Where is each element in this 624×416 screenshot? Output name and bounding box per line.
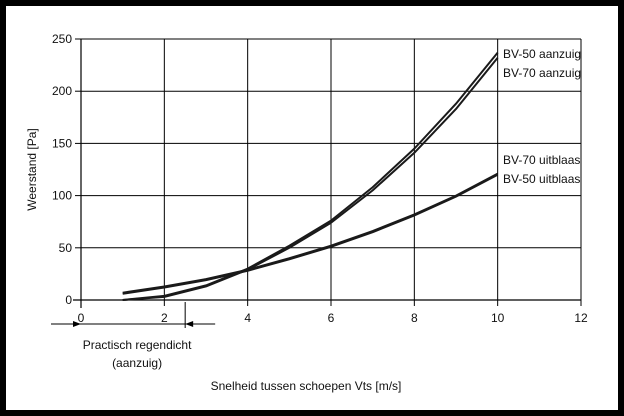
- axes: [73, 38, 582, 308]
- y-tick-label: 200: [52, 84, 72, 98]
- y-tick-label: 150: [52, 136, 72, 150]
- x-tick-label: 6: [328, 311, 335, 325]
- x-tick-label: 8: [411, 311, 418, 325]
- y-tick-label: 50: [59, 241, 73, 255]
- y-tick-label: 0: [65, 293, 72, 307]
- x-tick-label: 0: [78, 311, 85, 325]
- x-tick-label: 12: [574, 311, 588, 325]
- series-line-1: [122, 51, 499, 301]
- grid: [81, 38, 582, 300]
- series-line-4: [122, 173, 499, 295]
- y-tick-label: 100: [52, 189, 72, 203]
- chart-frame: 0 2 4 6 8 10 12 0 50 100 150 200 250 BV-50 aanzuig BV…: [6, 6, 618, 410]
- series-label-1: BV-50 aanzuig: [503, 47, 581, 61]
- x-tick-label: 4: [244, 311, 251, 325]
- series-labels: BV-50 aanzuig BV-70 aanzuig BV-70 uitblaas…: [503, 47, 581, 186]
- x-tick-label: 10: [491, 311, 505, 325]
- series-label-4: BV-50 uitblaas: [503, 172, 580, 186]
- y-tick-label: 250: [52, 32, 72, 46]
- series-label-2: BV-70 aanzuig: [503, 66, 581, 80]
- x-tick-label: 2: [161, 311, 168, 325]
- series-line-2: [122, 57, 499, 301]
- annotation-text: Practisch regendicht: [83, 338, 192, 352]
- annotation: Practisch regendicht (aanzuig): [51, 302, 216, 370]
- range-arrow-right: [185, 321, 194, 327]
- range-arrow-left: [73, 321, 81, 327]
- series-label-3: BV-70 uitblaas: [503, 153, 580, 167]
- series-lines: [122, 51, 499, 301]
- x-axis-label: Snelheid tussen schoepen Vts [m/s]: [211, 379, 402, 393]
- y-axis-label: Weerstand [Pa]: [25, 128, 39, 211]
- tick-labels: 0 2 4 6 8 10 12 0 50 100 150 200 250: [52, 32, 588, 325]
- annotation-subtext: (aanzuig): [112, 356, 162, 370]
